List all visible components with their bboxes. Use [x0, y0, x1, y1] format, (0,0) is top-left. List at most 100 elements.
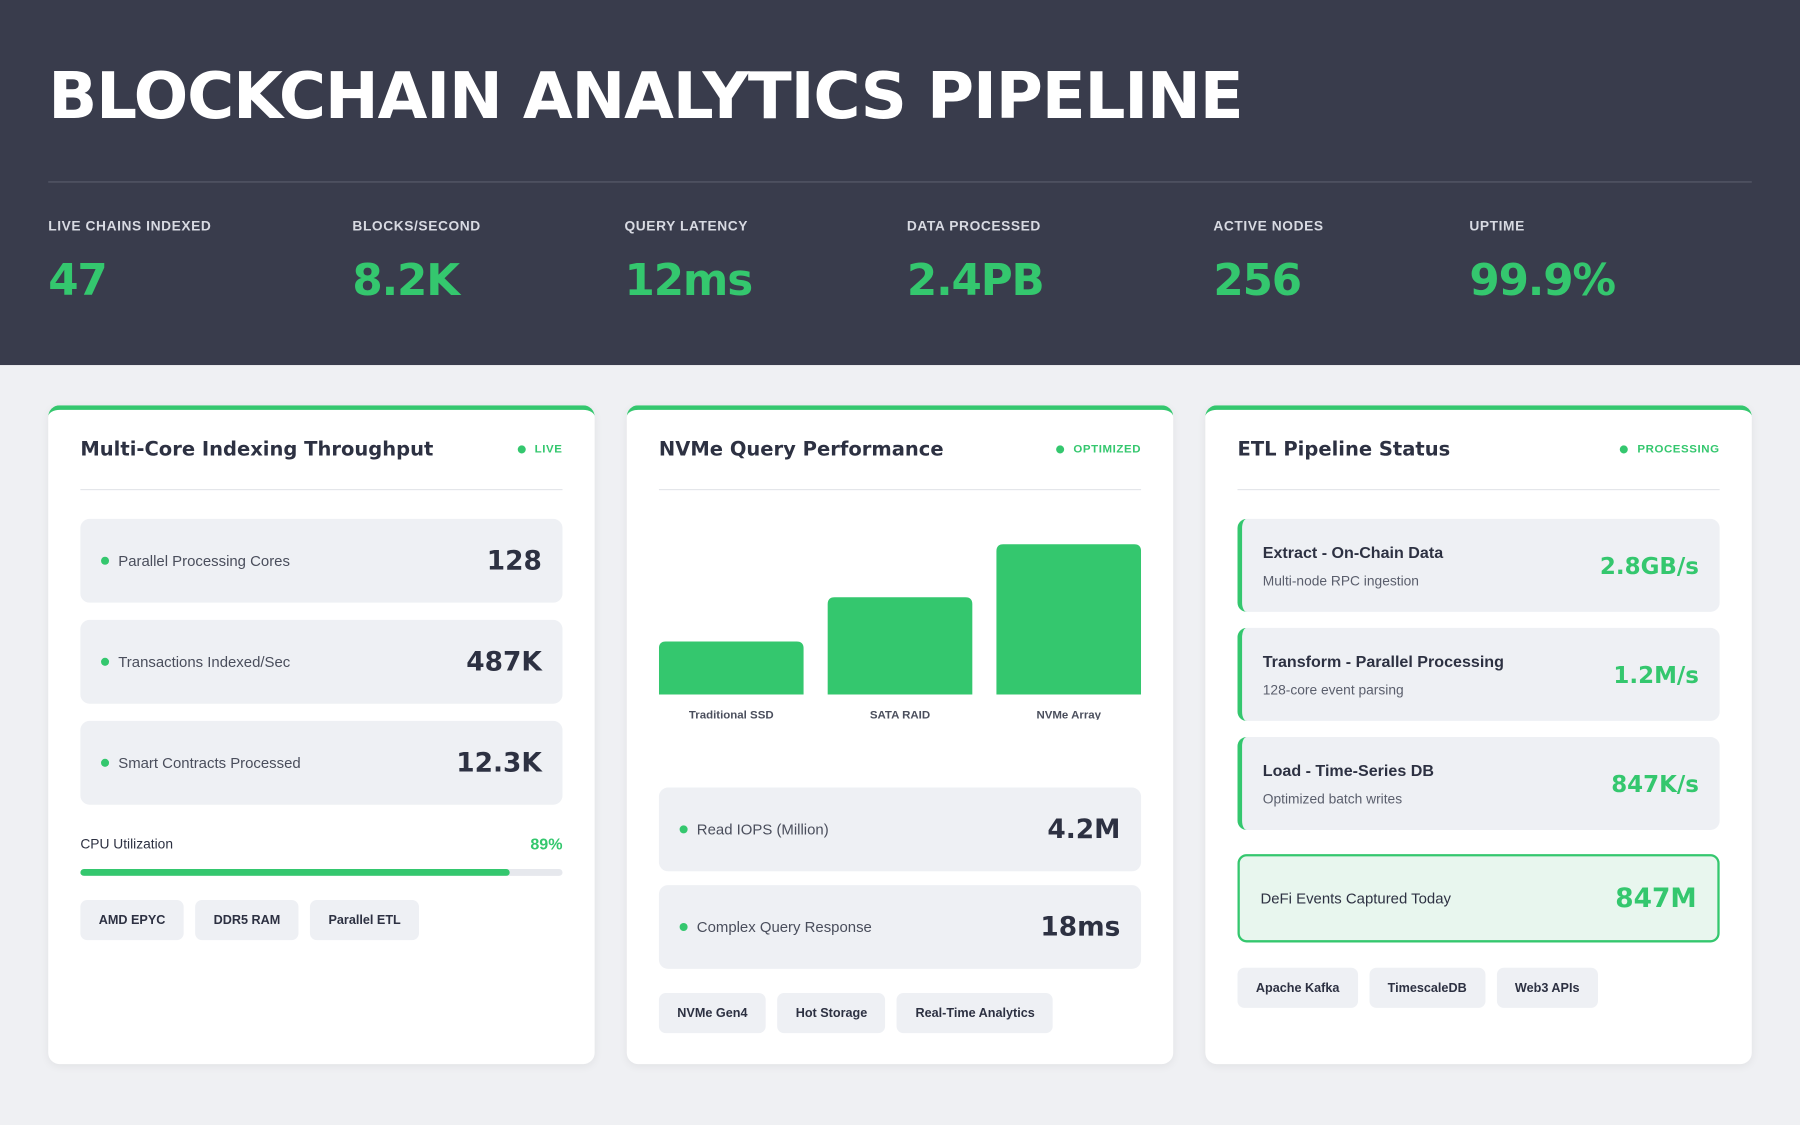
stat: DATA PROCESSED 2.4PB [906, 218, 1045, 306]
highlight-label: DeFi Events Captured Today [1260, 889, 1451, 907]
spacer [80, 603, 562, 620]
dot [101, 556, 110, 565]
spacer [80, 490, 562, 519]
metric-label-text: Read IOPS (Million) [696, 820, 829, 839]
stage-text: Transform - Parallel Processing 128-core … [1263, 651, 1504, 697]
divider [48, 181, 1752, 183]
status-text: LIVE [534, 443, 563, 456]
metric-row: Read IOPS (Million) 4.2M [658, 787, 1142, 872]
highlight-value: 847M [1615, 883, 1697, 914]
card: ETL Pipeline Status PROCESSING Extract - O… [1205, 405, 1752, 1065]
dot [679, 922, 688, 931]
progress-header: CPU Utilization 89% [80, 835, 562, 853]
stat-value: 47 [48, 254, 108, 306]
metric-label-text: Complex Query Response [696, 918, 872, 936]
spacer [659, 871, 1141, 885]
stage-text: Extract - On-Chain Data Multi-node RPC in… [1263, 542, 1443, 588]
stage-subtitle: Optimized batch writes [1262, 790, 1403, 807]
stage-subtitle: Multi-node RPC ingestion [1262, 572, 1419, 589]
metric-label-text: Transactions Indexed/Sec [118, 653, 291, 671]
status-badge: LIVE [517, 443, 562, 456]
stat: UPTIME 99.9% [1469, 218, 1616, 306]
stage: Transform - Parallel Processing 128-core … [1237, 627, 1720, 721]
dot [679, 825, 688, 834]
stage-value: 1.2M/s [1613, 660, 1699, 689]
progress-label: CPU Utilization [80, 835, 174, 852]
bar [827, 597, 973, 695]
metric-label: Smart Contracts Processed [101, 754, 301, 771]
stage-title: Load - Time-Series DB [1262, 760, 1434, 779]
tag: AMD EPYC [80, 899, 184, 941]
status-text: OPTIMIZED [1073, 443, 1142, 456]
stat: BLOCKS/SECOND 8.2K [352, 218, 480, 305]
metric-row: Parallel Processing Cores 128 [80, 518, 563, 603]
tag: Hot Storage [777, 992, 886, 1034]
spacer [1237, 721, 1719, 737]
metric-label: Parallel Processing Cores [101, 552, 290, 569]
dot [517, 445, 526, 454]
card-header: Multi-Core Indexing Throughput LIVE [80, 410, 563, 491]
stage-title: Extract - On-Chain Data [1262, 542, 1444, 561]
metric-label-text: Parallel Processing Cores [118, 552, 290, 570]
tag: Real-Time Analytics [897, 992, 1054, 1034]
stage-subtitle: 128-core event parsing [1262, 681, 1404, 698]
stat-value: 256 [1213, 254, 1302, 306]
tag: Apache Kafka [1237, 967, 1358, 1008]
stat-label: ACTIVE NODES [1213, 218, 1324, 235]
bar [658, 641, 804, 695]
card: NVMe Query Performance OPTIMIZED Tradition… [626, 405, 1174, 1065]
stat: LIVE CHAINS INDEXED 47 [48, 218, 211, 305]
metric-label: Transactions Indexed/Sec [101, 653, 290, 670]
metric-value: 12.3K [456, 747, 542, 778]
status-text: PROCESSING [1637, 443, 1720, 456]
status-badge: PROCESSING [1620, 443, 1720, 456]
metric-row: Transactions Indexed/Sec 487K [80, 619, 563, 704]
progress-value: 89% [530, 834, 563, 853]
card: Multi-Core Indexing Throughput LIVE Parall… [48, 405, 595, 1065]
spacer [80, 704, 562, 721]
dot [1056, 445, 1065, 454]
stat-value: 8.2K [352, 254, 460, 306]
progress-fill [80, 869, 510, 876]
bar-chart: Traditional SSD SATA RAID NVMe Array [658, 544, 1142, 720]
metric-label-text: Smart Contracts Processed [118, 754, 301, 772]
stage: Extract - On-Chain Data Multi-node RPC in… [1237, 518, 1720, 612]
metric-row: Complex Query Response 18ms [658, 885, 1142, 969]
tag: DDR5 RAM [195, 899, 299, 941]
stat-value: 2.4PB [906, 254, 1045, 306]
stage-text: Load - Time-Series DB Optimized batch wri… [1263, 761, 1434, 807]
spacer [659, 720, 1141, 788]
tag: NVMe Gen4 [658, 992, 766, 1034]
stat: ACTIVE NODES 256 [1213, 218, 1323, 305]
tags: Apache Kafka TimescaleDB Web3 APIs [1237, 967, 1719, 1008]
stage-value: 847K/s [1611, 769, 1699, 798]
progress-track [80, 869, 563, 876]
stat-label: QUERY LATENCY [624, 218, 749, 235]
stage-value: 2.8GB/s [1599, 551, 1699, 580]
card-title: ETL Pipeline Status [1237, 437, 1451, 461]
tag: Web3 APIs [1496, 967, 1598, 1008]
spacer [1237, 490, 1719, 519]
status-badge: OPTIMIZED [1056, 443, 1141, 456]
x-tick-label: NVMe Array [1036, 710, 1101, 720]
stage: Load - Time-Series DB Optimized batch wri… [1237, 736, 1720, 830]
dot [101, 758, 110, 767]
metric-row: Smart Contracts Processed 12.3K [80, 720, 563, 805]
card-header: NVMe Query Performance OPTIMIZED [658, 410, 1142, 491]
stat-label: UPTIME [1469, 218, 1525, 235]
tags: AMD EPYC DDR5 RAM Parallel ETL [80, 899, 562, 941]
stage-title: Transform - Parallel Processing [1262, 651, 1504, 670]
highlight: DeFi Events Captured Today 847M [1237, 854, 1720, 943]
stat-value: 99.9% [1469, 254, 1616, 306]
x-tick-label: Traditional SSD [689, 710, 774, 720]
tags: NVMe Gen4 Hot Storage Real-Time Analytics [658, 992, 1141, 1034]
x-tick-label: SATA RAID [870, 710, 930, 720]
bar [996, 544, 1142, 695]
stat-value: 12ms [624, 254, 753, 306]
card-title: NVMe Query Performance [658, 437, 944, 461]
metric-value: 128 [486, 545, 542, 576]
spacer [1237, 612, 1719, 628]
page-title: BLOCKCHAIN ANALYTICS PIPELINE [48, 59, 1243, 135]
metric-value: 487K [466, 646, 542, 677]
